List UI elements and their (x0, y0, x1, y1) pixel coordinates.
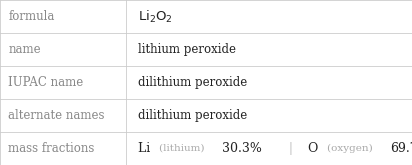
Text: mass fractions: mass fractions (8, 142, 95, 155)
Text: 30.3%: 30.3% (222, 142, 274, 155)
Text: dilithium peroxide: dilithium peroxide (138, 76, 247, 89)
Text: lithium peroxide: lithium peroxide (138, 43, 236, 56)
Text: IUPAC name: IUPAC name (8, 76, 84, 89)
Text: 69.7%: 69.7% (390, 142, 412, 155)
Text: name: name (8, 43, 41, 56)
Text: alternate names: alternate names (8, 109, 105, 122)
Text: (oxygen): (oxygen) (327, 144, 376, 153)
Text: formula: formula (8, 10, 55, 23)
Text: dilithium peroxide: dilithium peroxide (138, 109, 247, 122)
Text: Li: Li (138, 142, 154, 155)
Text: (lithium): (lithium) (159, 144, 208, 153)
Text: O: O (308, 142, 323, 155)
Text: $\mathrm{Li_2O_2}$: $\mathrm{Li_2O_2}$ (138, 8, 173, 25)
Text: |: | (289, 142, 304, 155)
